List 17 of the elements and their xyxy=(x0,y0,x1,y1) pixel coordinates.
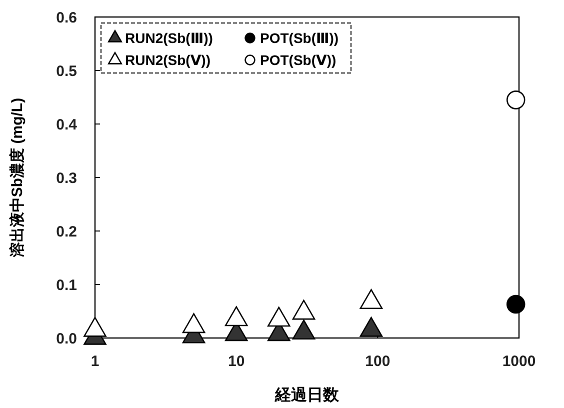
x-axis-title: 経過日数 xyxy=(274,386,340,404)
y-axis-title: 溶出液中Sb濃度 (mg/L) xyxy=(8,98,26,258)
x-tick-label: 1000 xyxy=(502,353,536,370)
legend-label: POT(Sb(Ⅴ)) xyxy=(260,52,336,68)
legend-label: RUN2(Sb(Ⅲ)) xyxy=(125,30,213,46)
legend-label: POT(Sb(Ⅲ)) xyxy=(260,30,339,46)
x-tick-label: 10 xyxy=(228,353,245,370)
y-tick-label: 0.2 xyxy=(56,223,77,240)
y-tick-label: 0.5 xyxy=(56,62,77,80)
x-tick-label: 1 xyxy=(90,353,100,370)
legend-label: RUN2(Sb(Ⅴ)) xyxy=(125,52,210,68)
y-tick-label: 0.6 xyxy=(56,9,77,26)
y-tick-label: 0.1 xyxy=(56,276,77,294)
y-tick-label: 0.0 xyxy=(56,330,77,348)
x-tick-label: 100 xyxy=(365,353,390,370)
y-tick-label: 0.4 xyxy=(56,116,78,134)
y-tick-label: 0.3 xyxy=(56,170,77,187)
